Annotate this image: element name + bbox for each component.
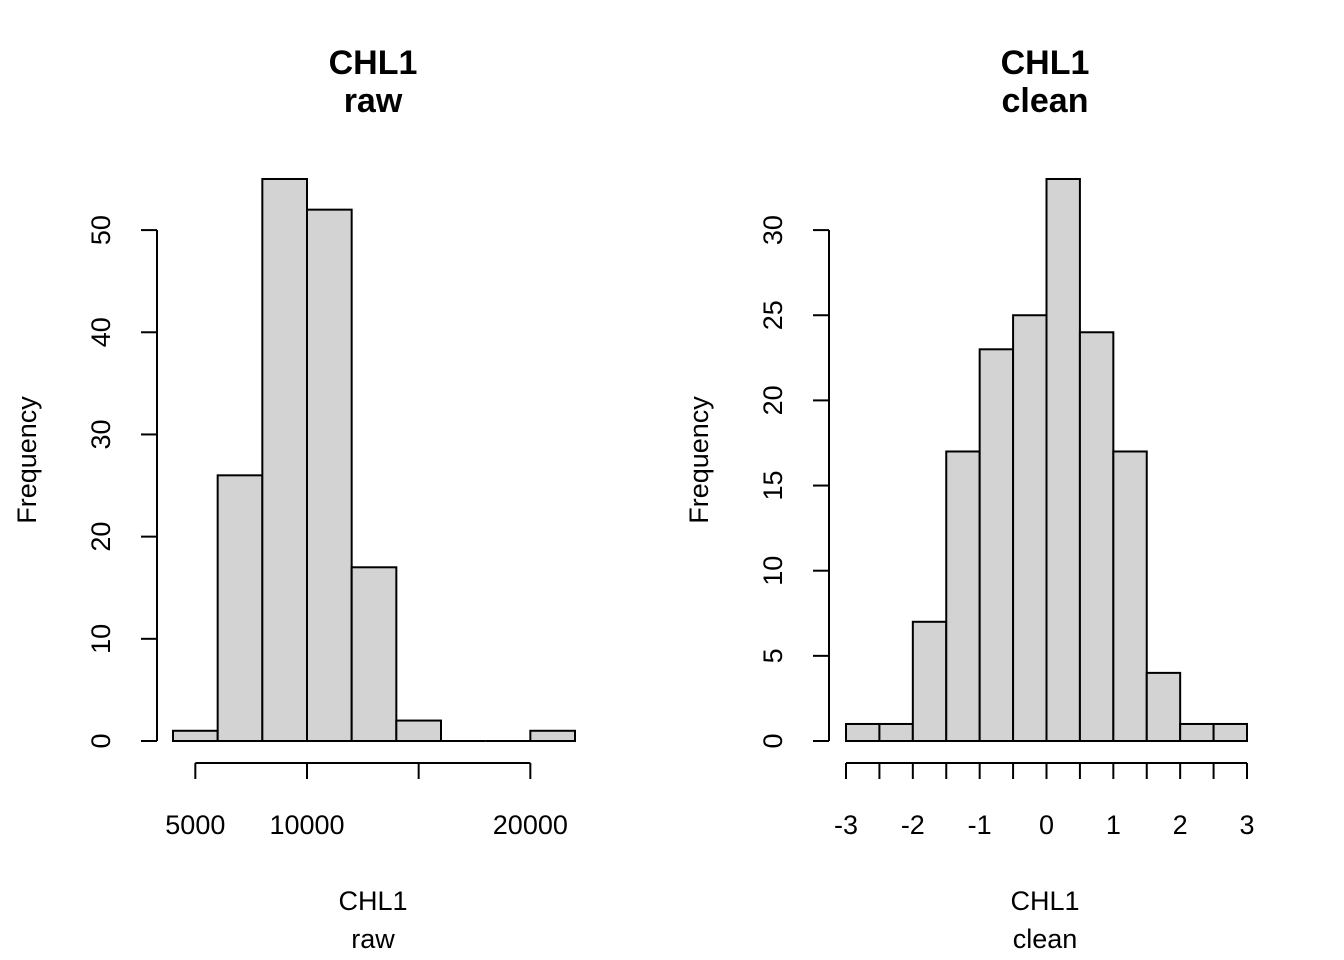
x-tick-label: 5000 — [165, 810, 225, 840]
histogram-bar — [945, 450, 981, 742]
y-axis-title: Frequency — [684, 396, 714, 524]
histogram-bar — [1145, 671, 1182, 742]
x-tick-label: 3 — [1239, 810, 1254, 840]
y-axis: 0 5 10 15 20 25 30 — [758, 215, 830, 749]
y-tick-label: 25 — [758, 300, 788, 330]
x-tick-label: 20000 — [493, 810, 568, 840]
x-tick-label: -1 — [968, 810, 992, 840]
chart-title-line-1: CHL1 — [1001, 44, 1090, 82]
histogram-bar — [350, 566, 398, 742]
histogram-bar — [845, 722, 881, 743]
histogram-bars — [845, 178, 1249, 743]
histogram-bar — [878, 722, 914, 743]
histogram-panel-raw: CHL1 raw Frequency CHL1 raw 5000 10000 200… — [12, 44, 576, 954]
histogram-bar — [1045, 178, 1081, 742]
chart-title-line-2: raw — [344, 82, 403, 120]
y-tick-label: 50 — [86, 215, 116, 245]
histogram-panel-clean: CHL1 clean Frequency CHL1 clean -3 -2 -1 0 1… — [684, 44, 1255, 954]
chart-title-line-2: clean — [1002, 82, 1089, 120]
y-tick-label: 30 — [86, 419, 116, 449]
y-tick-label: 5 — [758, 648, 788, 663]
x-tick-label: -2 — [901, 810, 925, 840]
y-tick-label: 10 — [758, 556, 788, 586]
histogram-bar — [978, 348, 1015, 742]
histogram-bar — [261, 178, 309, 742]
x-tick-label: 10000 — [269, 810, 344, 840]
histogram-bar — [216, 474, 264, 742]
y-tick-label: 20 — [758, 385, 788, 415]
y-tick-label: 15 — [758, 471, 788, 501]
x-axis-title-line-2: raw — [351, 924, 395, 954]
histogram-bar — [1212, 722, 1249, 743]
histogram-bars — [172, 178, 576, 743]
x-axis: 5000 10000 20000 — [165, 762, 568, 840]
x-axis-title-line-1: CHL1 — [1010, 886, 1079, 916]
histogram-bar — [172, 729, 219, 742]
y-tick-label: 0 — [758, 733, 788, 748]
y-tick-label: 10 — [86, 624, 116, 654]
histogram-bar — [911, 620, 948, 743]
y-tick-label: 0 — [86, 733, 116, 748]
x-tick-label: -3 — [834, 810, 858, 840]
y-axis-title: Frequency — [12, 396, 42, 524]
x-tick-label: 1 — [1106, 810, 1121, 840]
histogram-bar — [1078, 331, 1115, 742]
y-axis: 0 10 20 30 40 50 — [86, 215, 158, 749]
y-tick-label: 20 — [86, 522, 116, 552]
x-axis-title-line-2: clean — [1013, 924, 1078, 954]
histogram-bar — [306, 208, 353, 742]
x-axis: -3 -2 -1 0 1 2 3 — [834, 762, 1255, 840]
histogram-bar — [395, 719, 443, 743]
histogram-bar — [1112, 450, 1148, 742]
y-tick-label: 40 — [86, 317, 116, 347]
histogram-bar — [1179, 722, 1215, 743]
y-tick-label: 30 — [758, 215, 788, 245]
histogram-bar — [529, 729, 576, 742]
x-tick-label: 0 — [1039, 810, 1054, 840]
chart-title-line-1: CHL1 — [329, 44, 418, 82]
histogram-bar — [1012, 314, 1048, 742]
x-axis-title-line-1: CHL1 — [338, 886, 407, 916]
x-tick-label: 2 — [1173, 810, 1188, 840]
